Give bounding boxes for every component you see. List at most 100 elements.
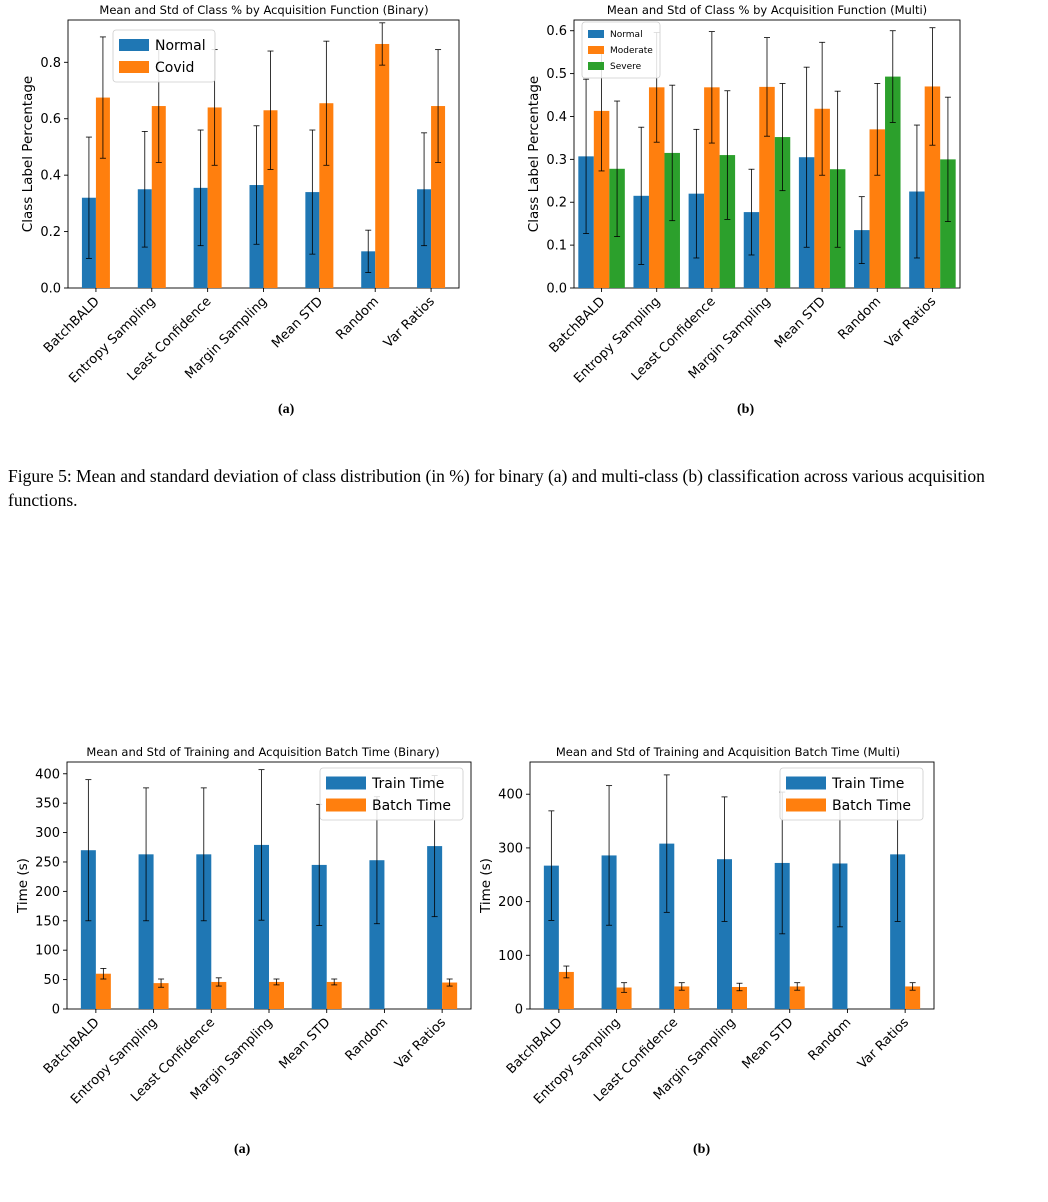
y-tick-label: 0.0 [546,282,567,297]
y-tick-label: 200 [498,895,523,910]
bar [940,159,956,288]
bar [774,862,790,1009]
legend-swatch [786,776,826,790]
bar [890,854,906,1009]
legend-label: Train Time [371,776,444,792]
legend-label: Covid [155,60,194,76]
bar [153,983,169,1009]
y-tick-label: 0.1 [546,239,567,254]
bar [869,129,886,288]
bar [207,107,222,288]
y-tick-label: 0 [52,1003,60,1018]
x-tick-label: BatchBALD [504,1015,566,1077]
x-tick-label: Random [835,294,884,343]
panel-label-a-top: (a) [278,402,295,417]
y-tick-label: 250 [35,855,60,870]
legend-label: Severe [610,62,642,72]
y-tick-label: 150 [35,914,60,929]
bar [311,864,327,1009]
y-axis-label: Class Label Percentage [526,76,542,232]
legend-label: Batch Time [832,798,911,814]
x-tick-label: Mean STD [269,294,326,351]
bar [616,987,632,1009]
legend-swatch [119,39,149,51]
y-tick-label: 100 [35,944,60,959]
bar [263,110,278,288]
y-tick-label: 200 [35,885,60,900]
chart-title: Mean and Std of Class % by Acquisition F… [607,3,927,17]
bar [442,982,458,1009]
y-tick-label: 0.6 [40,112,61,127]
legend-swatch [326,776,366,790]
x-tick-label: Mean STD [739,1015,796,1072]
legend-swatch [119,61,149,73]
legend-swatch [326,798,366,812]
bar [719,155,736,288]
bar [905,986,921,1009]
bar [427,846,443,1009]
legend-swatch [588,30,604,38]
bar [319,103,334,288]
y-tick-label: 0.6 [546,24,567,39]
y-tick-label: 0.0 [40,282,61,297]
x-tick-label: BatchBALD [41,1015,103,1077]
legend-label: Train Time [831,776,904,792]
x-tick-label: BatchBALD [41,294,103,356]
bar [774,137,791,288]
bar [80,850,96,1009]
y-axis-label: Class Label Percentage [20,76,36,232]
legend-swatch [786,798,826,812]
bar [924,86,941,289]
panel-label-b-top: (b) [737,402,755,417]
bar [375,43,390,289]
y-tick-label: 300 [35,826,60,841]
bar [95,973,111,1009]
x-tick-label: Random [343,1015,392,1064]
bar [151,106,166,288]
y-tick-label: 0.4 [40,169,61,184]
legend-label: Moderate [610,46,653,56]
chart-title: Mean and Std of Training and Acquisition… [86,745,439,759]
y-tick-label: 0.2 [40,225,61,240]
bar [196,854,212,1009]
bar [704,87,720,289]
bar [326,981,342,1009]
bar [269,981,284,1009]
bar [648,87,665,289]
bar [732,986,747,1009]
x-tick-label: Random [806,1015,855,1064]
y-axis-label: Time (s) [15,858,31,914]
chart-title: Mean and Std of Training and Acquisition… [556,745,900,759]
chart-class-pct-binary: Mean and Std of Class % by Acquisition F… [20,3,460,386]
bar [814,108,830,288]
legend-label: Normal [610,30,643,40]
x-tick-label: Var Ratios [392,1015,449,1072]
bar [832,863,848,1009]
bar [558,971,574,1009]
bar [369,860,385,1009]
y-tick-label: 350 [35,797,60,812]
legend-swatch [588,46,604,54]
chart-title: Mean and Std of Class % by Acquisition F… [99,3,428,17]
bar [431,106,446,288]
y-tick-label: 0.5 [546,67,567,82]
bar [659,843,675,1009]
y-tick-label: 0.4 [546,110,567,125]
chart-time-multi: Mean and Std of Training and Acquisition… [478,745,935,1107]
x-tick-label: Mean STD [276,1015,333,1072]
bar [789,986,805,1009]
y-tick-label: 100 [498,949,523,964]
bar [717,859,732,1009]
chart-time-binary: Mean and Std of Training and Acquisition… [15,745,472,1107]
bar [543,865,559,1009]
figure-5-caption: Figure 5: Mean and standard deviation of… [8,466,985,510]
y-axis-label: Time (s) [478,858,494,914]
x-tick-label: Var Ratios [855,1015,912,1072]
bar [601,855,617,1009]
legend-label: Batch Time [372,798,451,814]
panel-label-b-bottom: (b) [693,1142,711,1157]
panel-label-a-bottom: (a) [234,1142,251,1157]
y-tick-label: 50 [43,973,60,988]
x-tick-label: Var Ratios [381,294,438,351]
y-tick-label: 400 [498,788,523,803]
